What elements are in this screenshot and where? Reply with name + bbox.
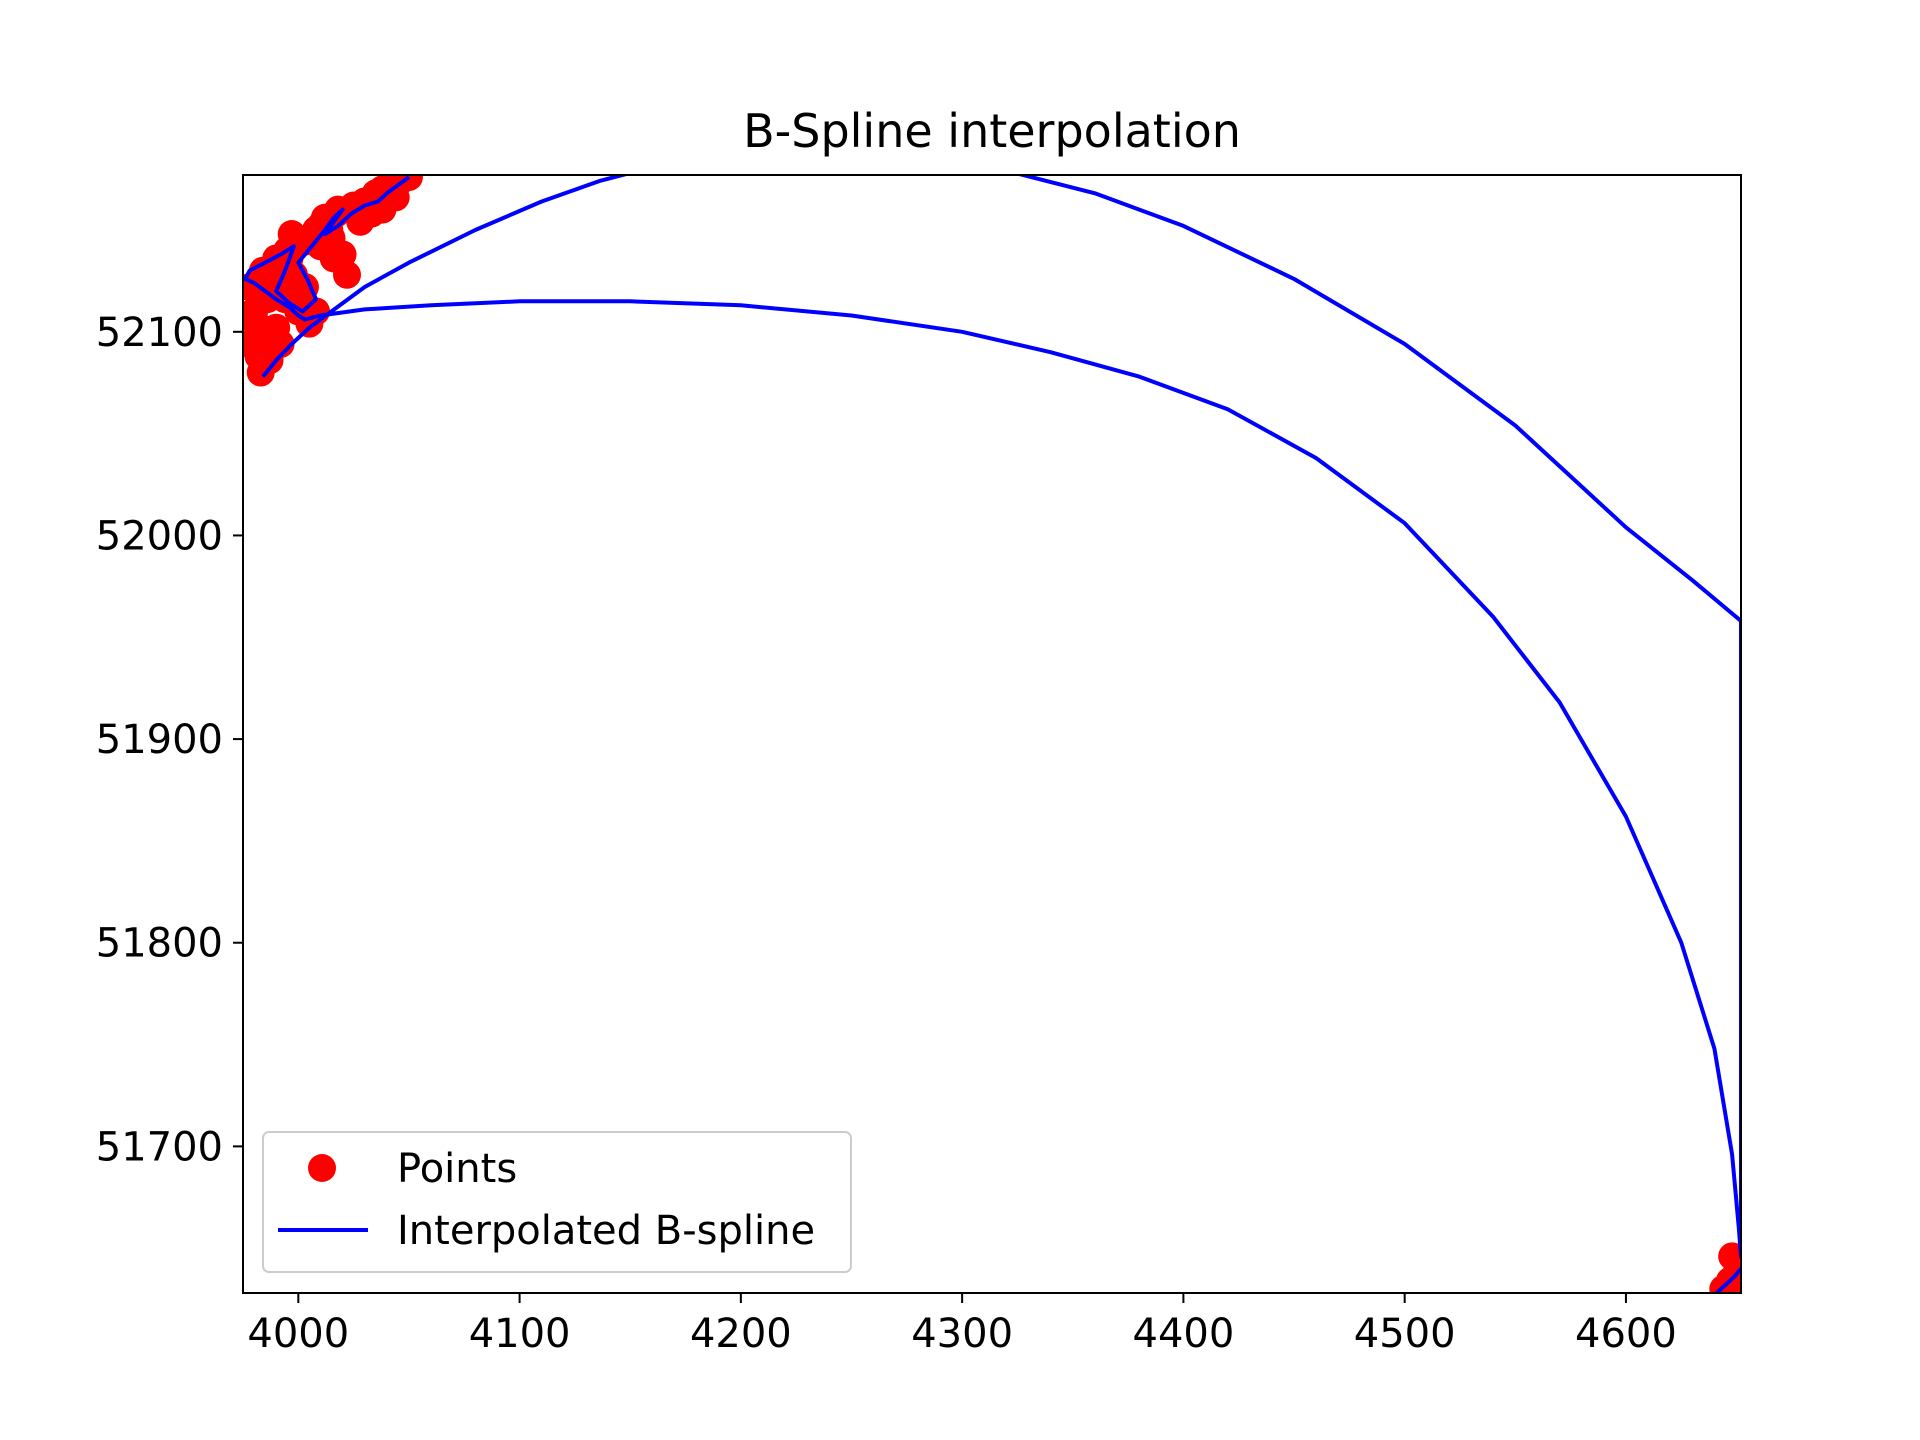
legend-label-spline: Interpolated B-spline	[397, 1208, 815, 1254]
points-series	[243, 175, 1741, 1293]
x-tick-label: 4600	[1575, 1311, 1677, 1357]
x-tick-label: 4200	[690, 1311, 792, 1357]
legend: Points Interpolated B-spline	[262, 1131, 852, 1273]
legend-box	[262, 1131, 852, 1273]
x-tick-label: 4300	[911, 1311, 1013, 1357]
spline-series	[243, 175, 1741, 1293]
legend-label-points: Points	[397, 1146, 517, 1192]
x-tick-label: 4100	[469, 1311, 571, 1357]
y-tick-label: 51900	[96, 717, 223, 763]
x-axis: 4000 4100 4200 4300 4400 4500 4600	[247, 1293, 1677, 1357]
plot-frame	[242, 174, 1742, 1294]
x-tick-label: 4500	[1354, 1311, 1456, 1357]
data-point	[253, 285, 282, 314]
y-tick-label: 52000	[96, 513, 223, 559]
y-tick-label: 51700	[96, 1124, 223, 1170]
x-tick-label: 4400	[1133, 1311, 1235, 1357]
y-axis: 51700 51800 51900 52000 52100	[96, 310, 243, 1170]
legend-points-marker	[308, 1154, 336, 1182]
plot-area	[243, 175, 1741, 1293]
y-tick-label: 51800	[96, 921, 223, 967]
y-tick-label: 52100	[96, 310, 223, 356]
x-tick-label: 4000	[247, 1311, 349, 1357]
data-point	[1724, 1270, 1741, 1293]
data-point	[257, 321, 286, 350]
chart-title: B-Spline interpolation	[743, 104, 1241, 158]
spline-line	[1715, 1267, 1741, 1293]
spline-line	[243, 175, 1741, 1259]
data-point	[244, 342, 273, 371]
